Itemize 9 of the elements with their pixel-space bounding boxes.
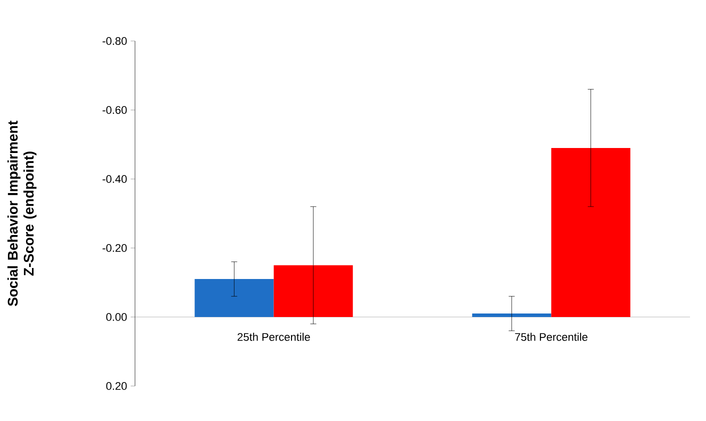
x-tick-label: 75th Percentile xyxy=(515,332,588,341)
y-tick-label: 0.20 xyxy=(106,382,127,390)
x-tick-label: 25th Percentile xyxy=(238,332,310,341)
y-tick-label: -0.60 xyxy=(102,106,127,114)
y-tick-label: -0.80 xyxy=(102,37,127,45)
y-axis-title: Social Behavior Impairment Z-Score (endpoint) xyxy=(7,120,36,306)
y-tick-label: -0.40 xyxy=(102,175,127,183)
y-tick-label: 0.00 xyxy=(106,313,127,321)
y-tick-label: -0.20 xyxy=(102,244,127,252)
